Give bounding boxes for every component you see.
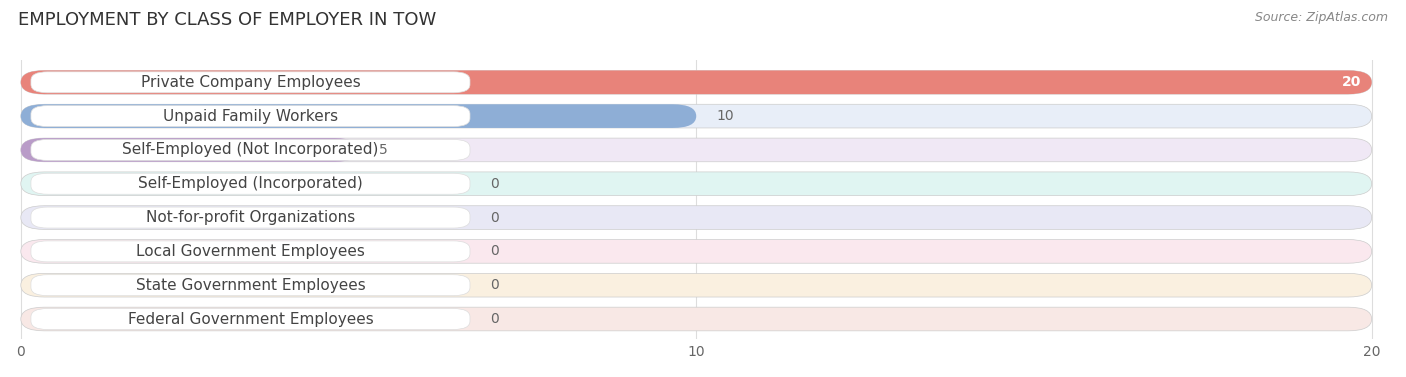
Text: 0: 0 [491, 312, 499, 326]
Text: Self-Employed (Not Incorporated): Self-Employed (Not Incorporated) [122, 143, 378, 158]
FancyBboxPatch shape [31, 207, 470, 228]
Text: Local Government Employees: Local Government Employees [136, 244, 366, 259]
Text: Not-for-profit Organizations: Not-for-profit Organizations [146, 210, 356, 225]
FancyBboxPatch shape [21, 307, 1372, 331]
FancyBboxPatch shape [21, 172, 1372, 196]
Text: Self-Employed (Incorporated): Self-Employed (Incorporated) [138, 176, 363, 191]
FancyBboxPatch shape [21, 104, 696, 128]
Text: Source: ZipAtlas.com: Source: ZipAtlas.com [1254, 11, 1388, 24]
FancyBboxPatch shape [31, 72, 470, 93]
Text: 20: 20 [1343, 75, 1361, 89]
FancyBboxPatch shape [31, 173, 470, 194]
FancyBboxPatch shape [21, 239, 1372, 263]
FancyBboxPatch shape [31, 308, 470, 329]
Text: 10: 10 [717, 109, 734, 123]
Text: Private Company Employees: Private Company Employees [141, 75, 360, 90]
Text: 0: 0 [491, 177, 499, 191]
FancyBboxPatch shape [21, 138, 359, 162]
FancyBboxPatch shape [21, 138, 1372, 162]
FancyBboxPatch shape [31, 241, 470, 262]
Text: Federal Government Employees: Federal Government Employees [128, 311, 374, 326]
Text: EMPLOYMENT BY CLASS OF EMPLOYER IN TOW: EMPLOYMENT BY CLASS OF EMPLOYER IN TOW [18, 11, 436, 29]
Text: Unpaid Family Workers: Unpaid Family Workers [163, 109, 337, 124]
FancyBboxPatch shape [21, 273, 1372, 297]
Text: 0: 0 [491, 211, 499, 225]
FancyBboxPatch shape [21, 104, 1372, 128]
Text: 0: 0 [491, 244, 499, 258]
FancyBboxPatch shape [31, 139, 470, 161]
FancyBboxPatch shape [21, 206, 1372, 229]
FancyBboxPatch shape [21, 70, 1372, 94]
FancyBboxPatch shape [31, 275, 470, 296]
FancyBboxPatch shape [31, 106, 470, 127]
Text: 0: 0 [491, 278, 499, 292]
Text: 5: 5 [378, 143, 388, 157]
Text: State Government Employees: State Government Employees [135, 278, 366, 293]
FancyBboxPatch shape [21, 70, 1372, 94]
